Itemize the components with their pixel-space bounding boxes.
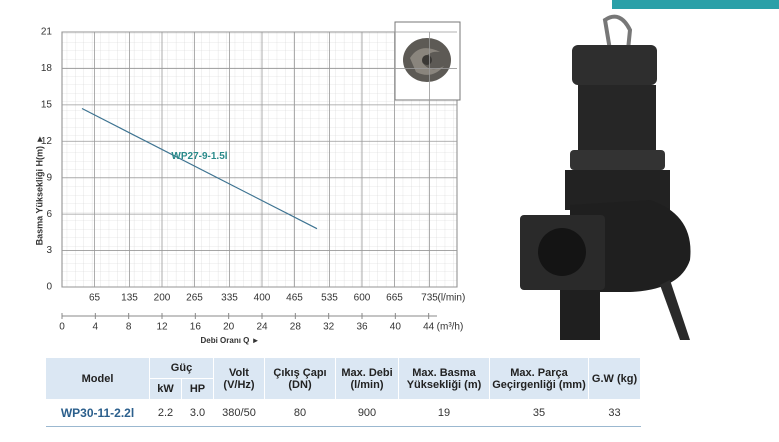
header-cell: Max. Parça Geçirgenliği (mm) [489, 357, 589, 400]
pump-photo [520, 14, 691, 340]
x-tick-label: 735 [421, 293, 438, 304]
header-cell: G.W (kg) [588, 357, 641, 400]
x2-tick-label: 24 [256, 322, 268, 333]
y-axis-label: Basma Yüksekliği H(m) ► [34, 135, 44, 246]
x-tick-label: 200 [154, 293, 171, 304]
x-tick-label: 465 [286, 293, 303, 304]
x2-tick-label: 28 [290, 322, 302, 333]
y-tick-label: 0 [46, 282, 52, 293]
table-cell: WP30-11-2.2l [45, 399, 150, 427]
x-tick-label: 400 [254, 293, 271, 304]
plot-area [61, 31, 458, 288]
x-tick-label: 665 [386, 293, 403, 304]
y-tick-label: 18 [41, 63, 53, 74]
x2-tick-label: 44 [423, 322, 435, 333]
header-cell: Max. Basma Yüksekliği (m) [398, 357, 490, 400]
table-cell: 35 [489, 399, 589, 427]
x-tick-label: 335 [221, 293, 238, 304]
y-tick-label: 6 [46, 209, 52, 220]
x2-unit: (m³/h) [437, 322, 464, 333]
header-cell: Volt (V/Hz) [213, 357, 265, 400]
x2-tick-label: 8 [126, 322, 132, 333]
table-cell: 900 [335, 399, 399, 427]
x-tick-label: 135 [121, 293, 138, 304]
impeller-inset [394, 21, 461, 101]
header-cell: Çıkış Çapı (DN) [264, 357, 336, 400]
y-tick-label: 3 [46, 245, 52, 256]
x2-tick-label: 4 [93, 322, 99, 333]
header-cell: Model [45, 357, 150, 400]
table-cell: 380/50 [213, 399, 265, 427]
x2-tick-label: 36 [356, 322, 368, 333]
series-label: WP27-9-1.5l [171, 151, 227, 162]
x-tick-label: 535 [321, 293, 338, 304]
y-tick-label: 9 [46, 172, 52, 183]
x-tick-label: 265 [186, 293, 203, 304]
x2-tick-label: 32 [323, 322, 335, 333]
x-unit: (l/min) [438, 293, 466, 304]
spec-table: Model Güç Volt (V/Hz) Çıkış Çapı (DN) Ma… [45, 357, 641, 427]
table-row: WP30-11-2.2l 2.2 3.0 380/50 80 900 19 35 33 [45, 399, 641, 427]
x2-tick-label: 40 [390, 322, 402, 333]
table-cell: 2.2 [149, 399, 182, 427]
subheader-cell: HP [181, 378, 214, 400]
table-cell: 19 [398, 399, 490, 427]
header-cell: Max. Debi (l/min) [335, 357, 399, 400]
subheader-cell: kW [149, 378, 182, 400]
x-axis-label: Debi Oranı Q ► [200, 336, 259, 345]
accent-bar [612, 0, 779, 9]
x2-tick-label: 16 [190, 322, 202, 333]
chart: Basma Yüksekliği H(m) ► Debi Oranı Q ► 0… [34, 21, 466, 345]
x2-tick-label: 12 [156, 322, 168, 333]
table-cell: 80 [264, 399, 336, 427]
y-tick-label: 21 [41, 27, 53, 38]
x2-tick-label: 0 [59, 322, 65, 333]
table-cell: 33 [588, 399, 641, 427]
series-line [81, 107, 318, 230]
y-tick-label: 12 [41, 136, 53, 147]
x-tick-label: 600 [354, 293, 371, 304]
x2-tick-label: 20 [223, 322, 235, 333]
table-cell: 3.0 [181, 399, 214, 427]
header-cell: Güç [149, 357, 214, 379]
x-tick-label: 65 [89, 293, 101, 304]
y-tick-label: 15 [41, 99, 53, 110]
